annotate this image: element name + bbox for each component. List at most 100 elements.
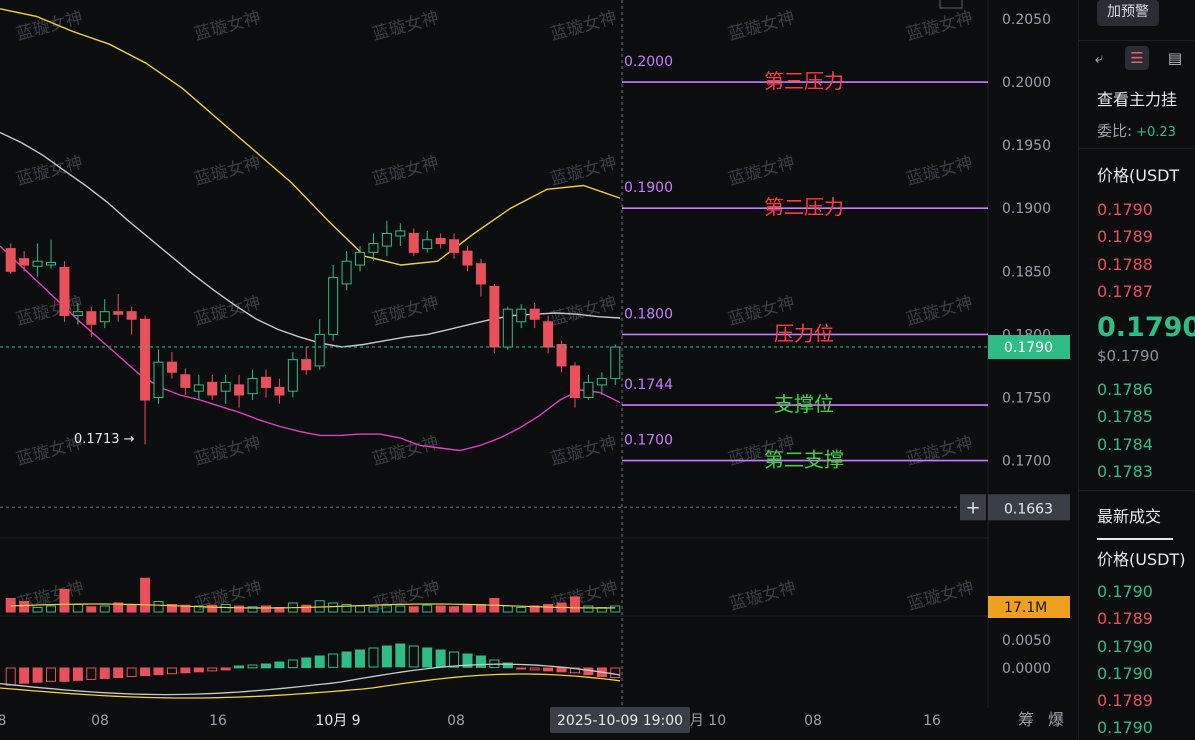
macd-tick-label: 0.0050 xyxy=(1002,633,1051,649)
macd-histogram-bar xyxy=(140,667,151,677)
level-label: 第二支撑 xyxy=(764,448,844,472)
watermark-text: 蓝璇女神 xyxy=(726,8,797,45)
watermark-text: 蓝璇女神 xyxy=(192,8,263,45)
candlestick xyxy=(234,374,245,408)
watermark-text: 蓝璇女神 xyxy=(904,293,975,330)
watermark-text: 蓝璇女神 xyxy=(904,433,975,470)
candle-body xyxy=(583,381,594,399)
watermark-text: 蓝璇女神 xyxy=(548,153,619,190)
volume-bar xyxy=(516,607,527,613)
candle-body xyxy=(328,277,339,335)
candle-body xyxy=(5,248,16,272)
watermark-text: 蓝璇女神 xyxy=(370,433,441,470)
trades-title[interactable]: 最新成交 xyxy=(1097,507,1162,526)
candlestick xyxy=(32,243,43,277)
candlestick xyxy=(583,374,594,401)
candlestick xyxy=(193,374,204,401)
candlestick xyxy=(328,265,339,341)
level-price-label: 0.1900 xyxy=(624,180,673,196)
bid-price[interactable]: 0.1786 xyxy=(1097,380,1153,399)
volume-bar xyxy=(408,606,419,613)
macd-histogram-bar xyxy=(422,647,433,668)
candle-body xyxy=(341,260,352,285)
candle-body xyxy=(462,250,473,266)
book-layout-icon[interactable]: ▤ xyxy=(1167,49,1183,67)
macd-histogram-bar xyxy=(328,653,339,668)
level-price-label: 0.2000 xyxy=(624,54,673,70)
current-price-tag xyxy=(988,335,1070,360)
candlestick xyxy=(314,319,325,370)
macd-histogram-bar xyxy=(59,667,70,682)
ask-price[interactable]: 0.1789 xyxy=(1097,227,1153,247)
volume-bar xyxy=(72,604,83,613)
macd-histogram-bar xyxy=(475,655,486,668)
volume-bar xyxy=(328,602,339,613)
price-tick-label: 0.1900 xyxy=(1002,201,1051,217)
candle-body xyxy=(502,308,513,348)
macd-histogram-bar xyxy=(72,667,83,681)
macd-histogram-bar xyxy=(126,667,137,678)
candle-body xyxy=(516,308,527,323)
price-tick-label: 0.1700 xyxy=(1002,454,1051,470)
volume-bar xyxy=(462,604,473,613)
candle-body xyxy=(19,258,30,266)
watermark-text: 蓝璇女神 xyxy=(904,153,975,190)
volume-bar xyxy=(301,604,312,613)
export-icon[interactable]: ⤶ xyxy=(1094,49,1104,67)
candlestick xyxy=(19,251,30,272)
bid-price[interactable]: 0.1784 xyxy=(1097,434,1153,454)
volume-bar xyxy=(166,604,177,613)
candle-body xyxy=(287,359,298,392)
candle-body xyxy=(368,243,379,253)
candle-body xyxy=(610,346,621,380)
candlestick xyxy=(72,302,83,325)
macd-dif-line xyxy=(0,663,621,696)
crosshair-price-value: 0.1663 xyxy=(1004,501,1053,517)
candle-body xyxy=(220,381,231,392)
watermark-text: 蓝璇女神 xyxy=(548,293,619,330)
candle-body xyxy=(569,365,580,399)
bid-price[interactable]: 0.1785 xyxy=(1097,407,1153,427)
candle-body xyxy=(46,261,57,266)
candle-body xyxy=(59,267,70,316)
fullscreen-icon xyxy=(939,0,963,9)
watermark-text: 蓝璇女神 xyxy=(548,8,619,45)
volume-bar xyxy=(475,604,486,613)
candle-body xyxy=(166,361,177,373)
ask-price[interactable]: 0.1787 xyxy=(1097,281,1153,301)
trade-price: 0.1790 xyxy=(1097,663,1153,683)
ma-lower-line xyxy=(0,245,621,452)
volume-bar xyxy=(355,605,366,613)
watermark-text: 蓝璇女神 xyxy=(192,293,263,330)
watermark-text: 蓝璇女神 xyxy=(370,293,441,330)
ask-price[interactable]: 0.1790 xyxy=(1097,200,1153,219)
order-book-title[interactable]: 查看主力挂 xyxy=(1097,90,1178,109)
watermark-text: 蓝璇女神 xyxy=(726,153,797,190)
price-header: 价格(USDT xyxy=(1097,166,1180,185)
candlestick xyxy=(247,369,258,401)
macd-histogram-bar xyxy=(610,667,621,678)
candle-body xyxy=(153,361,164,398)
watermark-text: 蓝璇女神 xyxy=(192,433,263,470)
macd-histogram-bar xyxy=(516,667,527,670)
candlestick xyxy=(260,369,271,398)
add-alert-button[interactable]: 加预警 xyxy=(1097,0,1159,26)
price-tick-label: 0.1750 xyxy=(1002,391,1051,407)
macd-histogram-bar xyxy=(247,664,258,669)
candlestick xyxy=(435,233,446,249)
volume-bar xyxy=(19,601,30,613)
macd-histogram-bar xyxy=(180,667,191,674)
watermark-text: 蓝璇女神 xyxy=(370,8,441,45)
candlestick xyxy=(449,233,460,259)
ask-price[interactable]: 0.1788 xyxy=(1097,254,1153,274)
candle-body xyxy=(543,321,554,348)
candle-body xyxy=(193,384,204,392)
bid-price[interactable]: 0.1783 xyxy=(1097,461,1153,481)
volume-bar xyxy=(32,607,43,613)
current-price-value: 0.1790 xyxy=(1004,340,1053,356)
book-both-icon[interactable]: ☰ xyxy=(1125,46,1149,70)
candlestick xyxy=(596,372,607,395)
candle-body xyxy=(422,239,433,250)
macd-histogram-bar xyxy=(355,649,366,668)
